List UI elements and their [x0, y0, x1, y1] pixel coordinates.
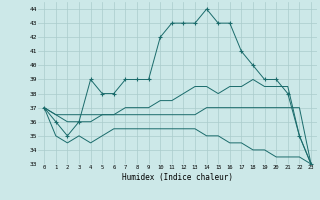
X-axis label: Humidex (Indice chaleur): Humidex (Indice chaleur)	[122, 173, 233, 182]
